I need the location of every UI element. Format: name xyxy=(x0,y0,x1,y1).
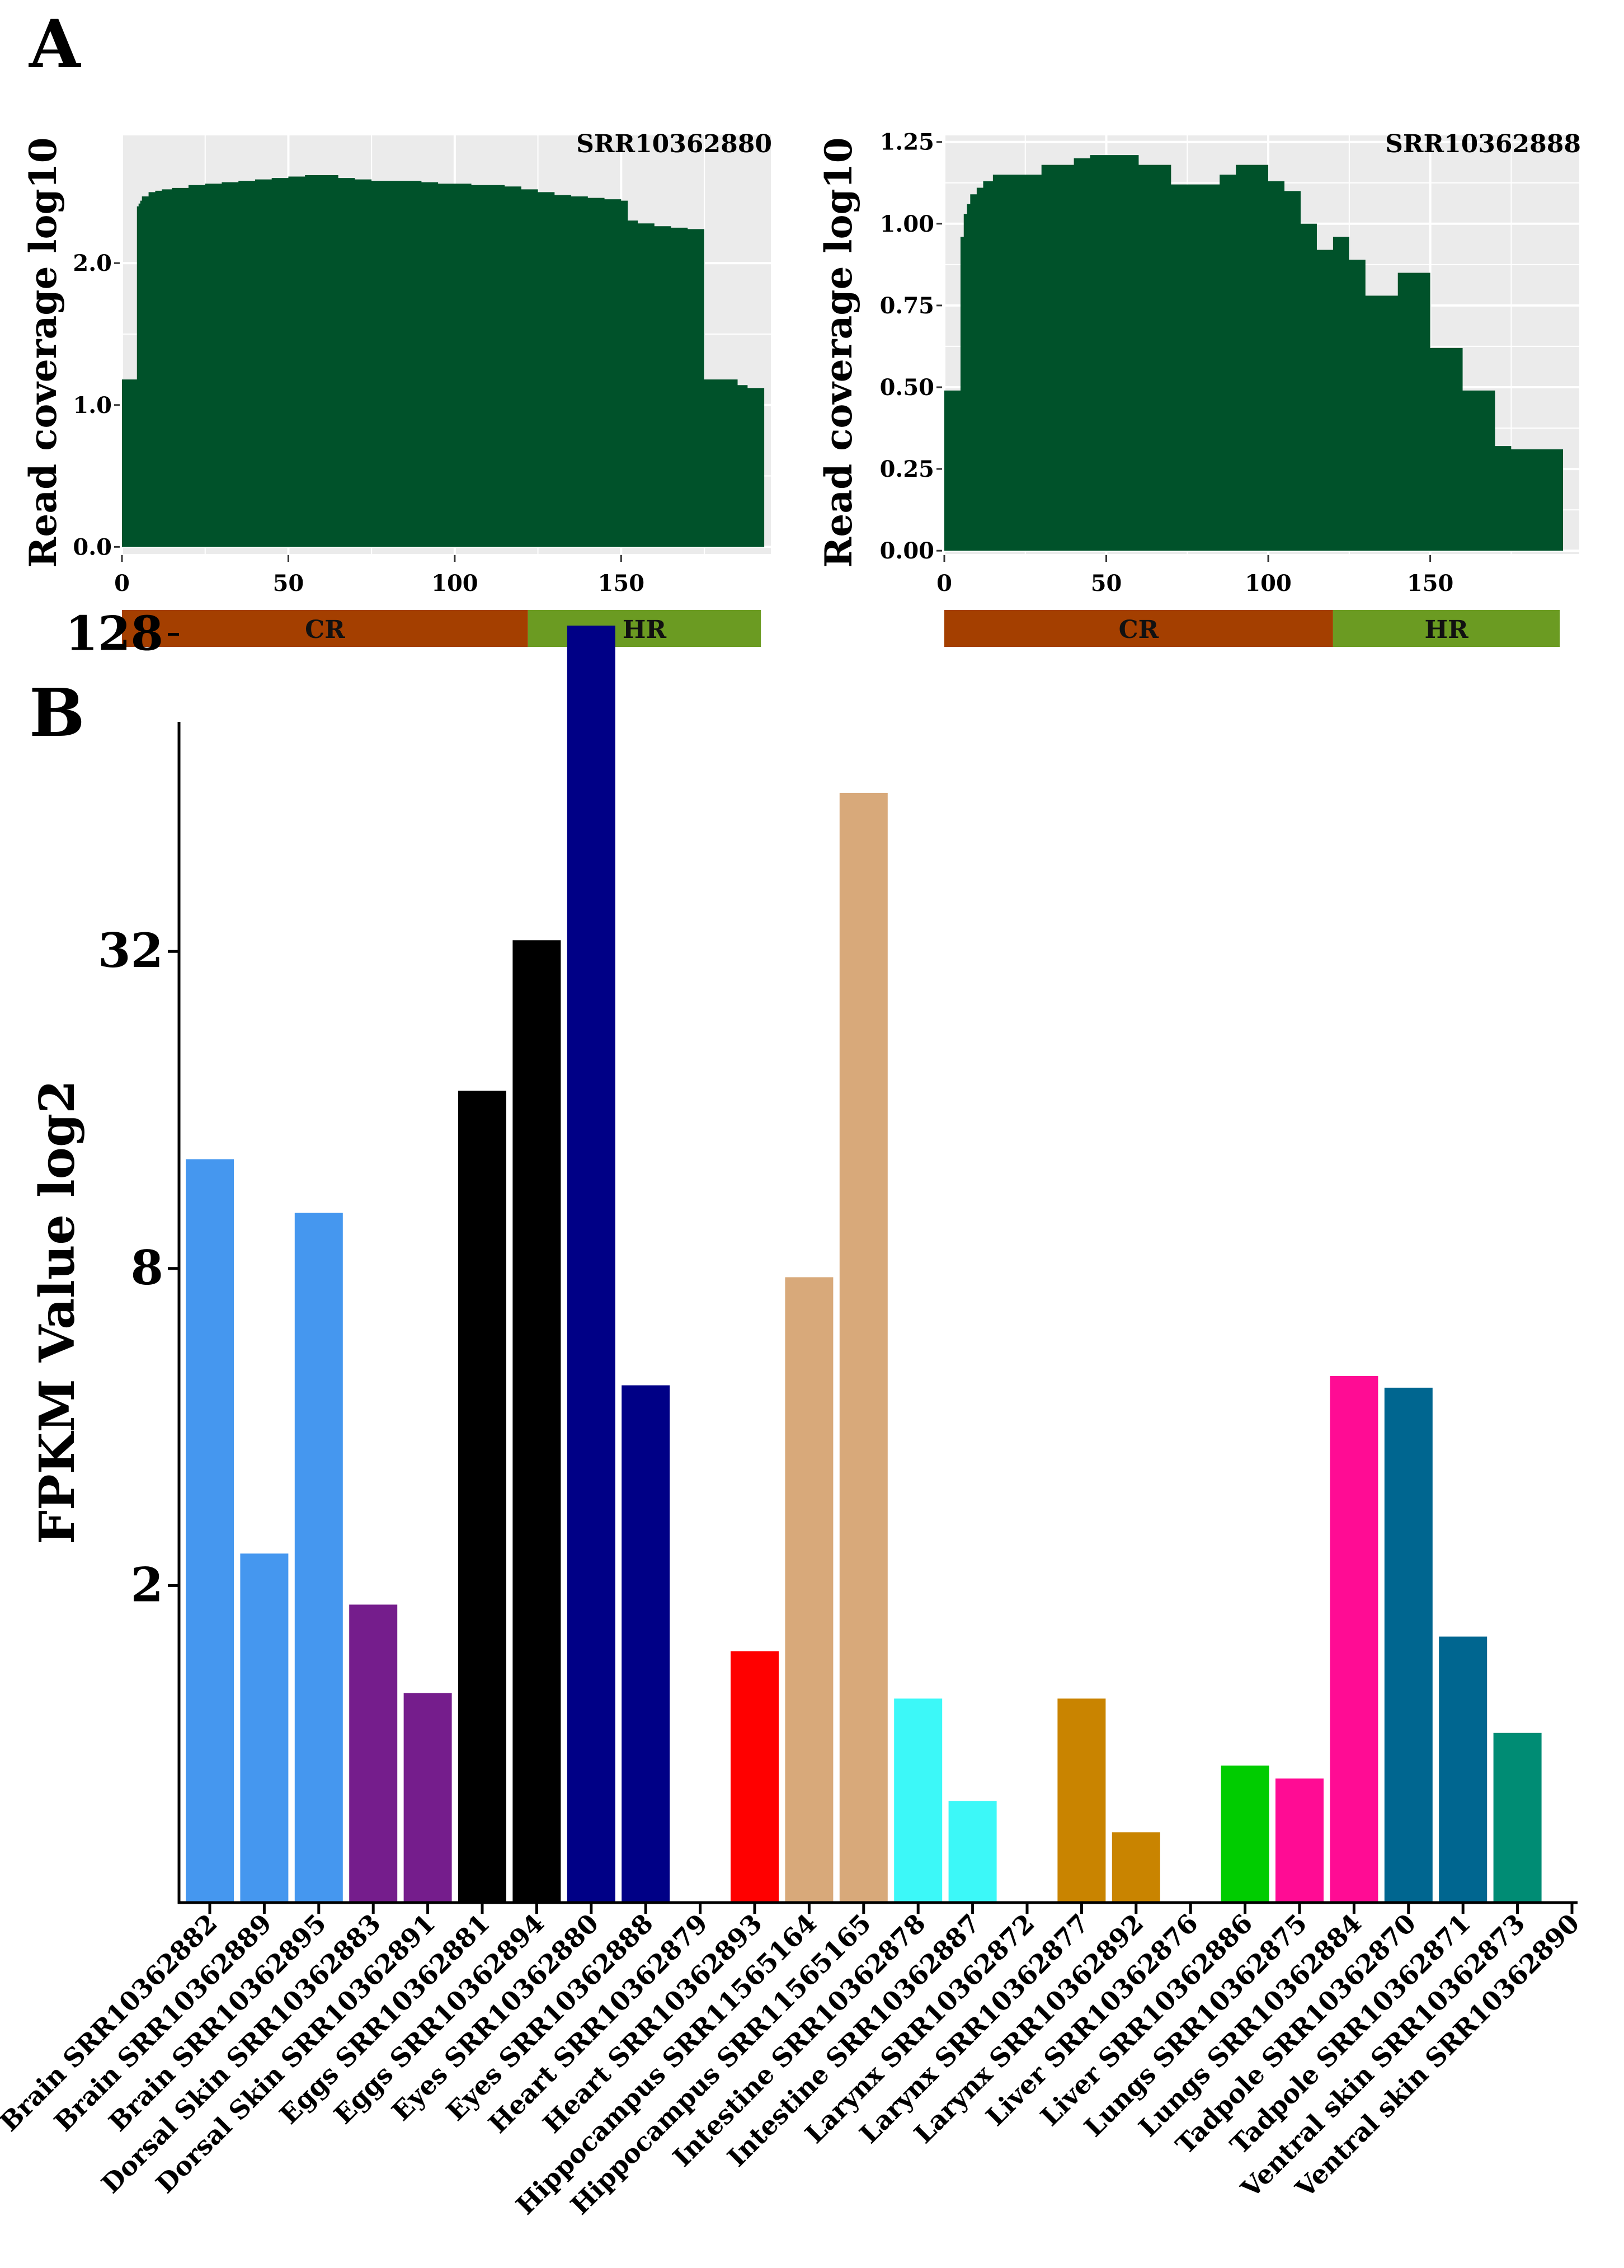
y-tick-label: 1.0 xyxy=(73,392,112,419)
y-tick-label: 2.0 xyxy=(73,250,112,276)
region-hr-bar xyxy=(528,610,761,647)
y-tick-label: 2 xyxy=(131,1557,163,1612)
fpkm-bar xyxy=(240,1553,289,1903)
panel-a-label: A xyxy=(29,5,81,83)
coverage-area xyxy=(122,175,765,547)
fpkm-bar xyxy=(839,792,888,1903)
region-cr-bar xyxy=(122,610,528,647)
region-hr-label: HR xyxy=(623,616,667,644)
coverage-y-ticks: 0.0 1.0 2.0 xyxy=(73,250,120,560)
x-tick-label: 0 xyxy=(936,570,952,597)
coverage-region-bar: CR HR xyxy=(944,610,1560,647)
fpkm-bar xyxy=(294,1213,343,1903)
fpkm-bar xyxy=(731,1651,779,1903)
fpkm-bar xyxy=(349,1604,398,1903)
coverage-sample-label: SRR10362880 xyxy=(576,130,772,158)
y-tick-label: 0.75 xyxy=(880,293,934,319)
region-hr-label: HR xyxy=(1425,616,1469,644)
fpkm-bar xyxy=(567,625,615,1903)
fpkm-bar xyxy=(186,1159,234,1903)
fpkm-bar xyxy=(403,1693,452,1903)
fpkm-bar xyxy=(785,1277,834,1903)
fpkm-bar xyxy=(1275,1778,1324,1903)
fpkm-bar xyxy=(1221,1765,1269,1903)
coverage-y-axis-title: Read coverage log10 xyxy=(21,137,65,567)
coverage-y-ticks: 0.00 0.25 0.50 0.75 1.00 1.25 xyxy=(880,129,942,564)
x-tick-label: 100 xyxy=(431,570,478,597)
fpkm-bar xyxy=(948,1801,997,1903)
fpkm-bar xyxy=(1057,1698,1106,1903)
fpkm-bar xyxy=(1112,1832,1160,1903)
fpkm-bar xyxy=(1330,1375,1378,1903)
coverage-x-ticks: 0 50 100 150 xyxy=(936,555,1453,597)
panel-b-label: B xyxy=(29,674,85,752)
coverage-plot-srr10362888: SRR10362888 0.00 0.25 0.50 0.75 1.00 1.25 0 50… xyxy=(817,129,1581,647)
fpkm-bar xyxy=(1439,1636,1488,1903)
y-tick-label: 128 xyxy=(65,606,163,661)
fpkm-y-ticks: 2 8 32 128 xyxy=(65,606,179,1612)
coverage-y-axis-title: Read coverage log10 xyxy=(817,137,860,567)
y-tick-label: 0.00 xyxy=(880,538,934,564)
fpkm-bar xyxy=(458,1091,506,1903)
y-tick-label: 8 xyxy=(131,1240,163,1295)
fpkm-y-axis-title: FPKM Value log2 xyxy=(29,1080,86,1544)
fpkm-bar xyxy=(894,1698,943,1903)
coverage-plot-srr10362880: SRR10362880 0.0 1.0 2.0 0 50 100 150 CR HR Rea… xyxy=(21,130,772,647)
y-tick-label: 1.25 xyxy=(880,129,934,156)
x-tick-label: 100 xyxy=(1245,570,1292,597)
y-tick-label: 1.00 xyxy=(880,211,934,237)
x-tick-label: 50 xyxy=(1091,570,1122,597)
fpkm-bars xyxy=(186,625,1542,1903)
coverage-area xyxy=(944,155,1564,551)
y-tick-label: 32 xyxy=(98,923,163,978)
x-tick-label: 50 xyxy=(273,570,304,597)
x-tick-label: 0 xyxy=(114,570,130,597)
coverage-x-ticks: 0 50 100 150 xyxy=(114,555,644,597)
y-tick-label: 0.25 xyxy=(880,456,934,482)
region-cr-bar xyxy=(944,610,1333,647)
region-cr-label: CR xyxy=(1119,616,1159,644)
y-tick-label: 0.50 xyxy=(880,374,934,401)
coverage-sample-label: SRR10362888 xyxy=(1385,130,1581,158)
x-tick-label: 150 xyxy=(1407,570,1454,597)
y-tick-label: 0.0 xyxy=(73,534,112,560)
fpkm-bar xyxy=(1384,1387,1433,1903)
region-hr-bar xyxy=(1333,610,1560,647)
region-cr-label: CR xyxy=(305,616,345,644)
fpkm-bar xyxy=(1493,1732,1542,1903)
coverage-region-bar: CR HR xyxy=(122,610,761,647)
fpkm-bar xyxy=(512,940,561,1903)
x-tick-label: 150 xyxy=(598,570,645,597)
fpkm-bar xyxy=(622,1385,670,1903)
